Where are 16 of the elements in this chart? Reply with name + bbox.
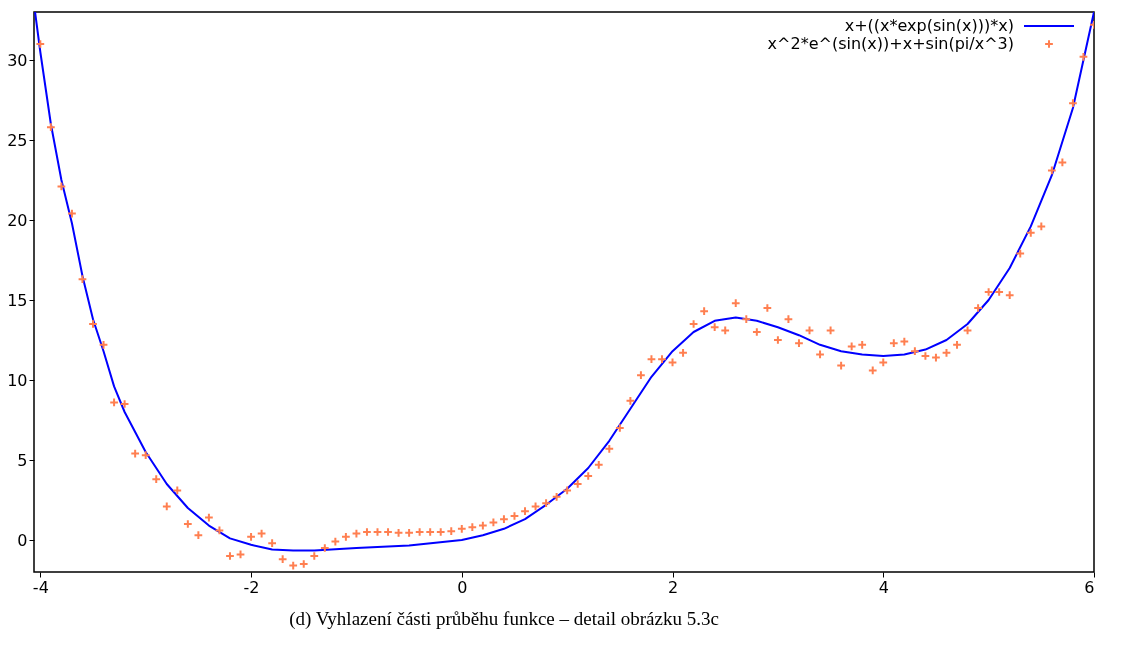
y-tick-label: 0 (17, 530, 28, 550)
legend-label: x^2*e^(sin(x))+x+sin(pi/x^3) (767, 34, 1014, 53)
x-tick-label: 6 (1084, 577, 1095, 597)
x-tick-label: -4 (32, 577, 49, 597)
x-tick-label: 4 (878, 577, 889, 597)
text: (d) Vyhlazení části průběhu funkce – detail obrázku 5.3c (289, 608, 719, 630)
x-tick-label: -2 (243, 577, 260, 597)
y-tick-label: 10 (7, 370, 28, 390)
y-tick-label: 20 (7, 210, 28, 230)
y-tick-label: 25 (7, 130, 28, 150)
y-tick-label: 30 (7, 50, 28, 70)
legend-label: x+((x*exp(sin(x)))*x) (844, 16, 1014, 35)
y-tick-label: 15 (7, 290, 28, 310)
x-tick-label: 0 (457, 577, 468, 597)
y-tick-label: 5 (17, 450, 28, 470)
x-tick-label: 2 (667, 577, 679, 597)
